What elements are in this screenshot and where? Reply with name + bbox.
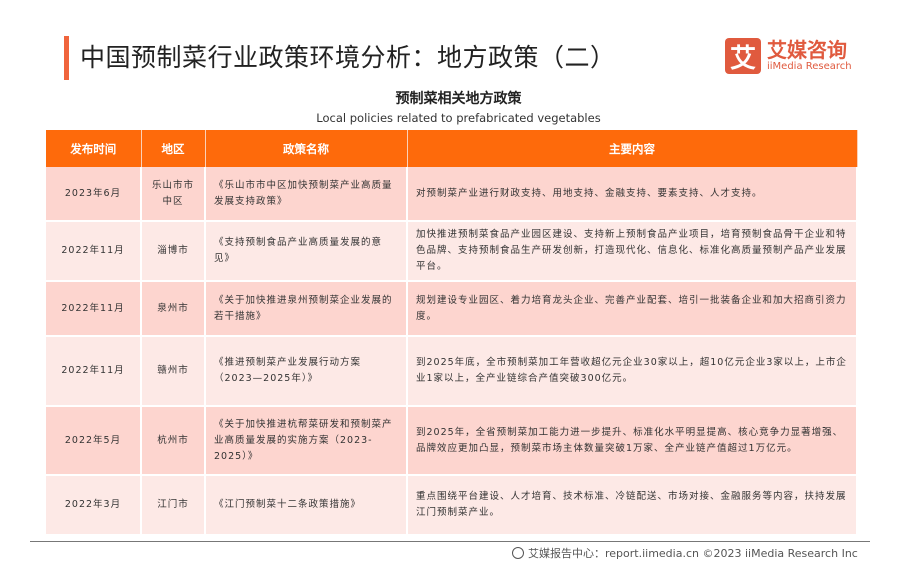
cell-policy: 《支持预制食品产业高质量发展的意见》 xyxy=(205,221,408,282)
cell-date: 2022年3月 xyxy=(46,475,142,536)
page-title: 中国预制菜行业政策环境分析：地方政策（二） xyxy=(80,43,616,72)
cell-content: 到2025年底，全市预制菜加工年营收超亿元企业30家以上，超10亿元企业3家以上… xyxy=(407,336,858,407)
table-row: 2022年11月 泉州市 《关于加快推进泉州预制菜企业发展的若干措施》 规划建设专业园… xyxy=(46,281,858,337)
cell-content: 到2025年，全省预制菜加工能力进一步提升、标准化水平明显提高、核心竞争力显著增… xyxy=(407,406,858,476)
table-title: 预制菜相关地方政策 xyxy=(395,91,522,107)
table-title-en: Local policies related to prefabricated … xyxy=(316,111,601,125)
policy-table: 发布时间 地区 政策名称 主要内容 2023年6月 乐山市市中区 《乐山市市中区加快… xyxy=(46,130,858,536)
cell-date: 2022年11月 xyxy=(46,281,142,337)
title-accent-bar xyxy=(64,36,69,80)
column-header: 地区 xyxy=(141,130,206,167)
footer: 艾媒报告中心：report.iimedia.cn ©2023 iiMedia R… xyxy=(512,545,858,561)
footer-text: 艾媒报告中心：report.iimedia.cn ©2023 iiMedia R… xyxy=(528,547,858,560)
cell-policy: 《关于加快推进杭帮菜研发和预制菜产业高质量发展的实施方案（2023-2025）》 xyxy=(205,406,408,476)
table-row: 2022年11月 淄博市 《支持预制食品产业高质量发展的意见》 加快推进预制菜食品产业… xyxy=(46,221,858,282)
cell-policy: 《江门预制菜十二条政策措施》 xyxy=(205,475,408,536)
cell-policy: 《推进预制菜产业发展行动方案（2023—2025年）》 xyxy=(205,336,408,407)
cell-date: 2022年11月 xyxy=(46,221,142,282)
logo-mark: 艾 xyxy=(725,38,761,74)
table-row: 2022年3月 江门市 《江门预制菜十二条政策措施》 重点围绕平台建设、人才培育、技术… xyxy=(46,475,858,536)
cell-content: 加快推进预制菜食品产业园区建设、支持新上预制食品产业项目，培育预制食品骨干企业和… xyxy=(407,221,858,282)
cell-date: 2023年6月 xyxy=(46,167,142,222)
table-row: 2022年5月 杭州市 《关于加快推进杭帮菜研发和预制菜产业高质量发展的实施方案（2… xyxy=(46,406,858,476)
cell-content: 对预制菜产业进行财政支持、用地支持、金融支持、要素支持、人才支持。 xyxy=(407,167,858,222)
brand-logo: 艾 艾媒咨询 iiMedia Research xyxy=(725,38,852,74)
cell-region: 泉州市 xyxy=(141,281,206,337)
cell-date: 2022年11月 xyxy=(46,336,142,407)
cell-region: 江门市 xyxy=(141,475,206,536)
cell-region: 淄博市 xyxy=(141,221,206,282)
table-row: 2022年11月 赣州市 《推进预制菜产业发展行动方案（2023—2025年）》 到2… xyxy=(46,336,858,407)
footer-divider xyxy=(30,541,870,542)
logo-en: iiMedia Research xyxy=(767,61,852,72)
cell-policy: 《乐山市市中区加快预制菜产业高质量发展支持政策》 xyxy=(205,167,408,222)
cell-region: 乐山市市中区 xyxy=(141,167,206,222)
table-row: 2023年6月 乐山市市中区 《乐山市市中区加快预制菜产业高质量发展支持政策》 对预制… xyxy=(46,167,858,222)
cell-date: 2022年5月 xyxy=(46,406,142,476)
globe-icon xyxy=(512,547,524,559)
cell-content: 规划建设专业园区、着力培育龙头企业、完善产业配套、培引一批装备企业和加大招商引资… xyxy=(407,281,858,337)
column-header: 主要内容 xyxy=(407,130,858,167)
column-header: 发布时间 xyxy=(46,130,142,167)
cell-policy: 《关于加快推进泉州预制菜企业发展的若干措施》 xyxy=(205,281,408,337)
cell-content: 重点围绕平台建设、人才培育、技术标准、冷链配送、市场对接、金融服务等内容，扶持发… xyxy=(407,475,858,536)
column-header: 政策名称 xyxy=(205,130,408,167)
logo-cn: 艾媒咨询 xyxy=(767,38,847,62)
cell-region: 赣州市 xyxy=(141,336,206,407)
table-header: 发布时间 地区 政策名称 主要内容 xyxy=(46,130,858,167)
cell-region: 杭州市 xyxy=(141,406,206,476)
